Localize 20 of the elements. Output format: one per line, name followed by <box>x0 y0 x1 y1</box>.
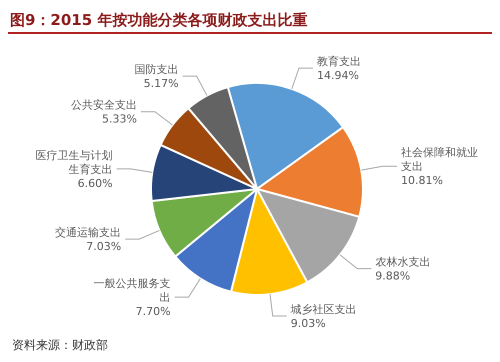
text: 资料来源：财政部 <box>12 337 108 354</box>
data-label: 5.17% <box>144 77 179 90</box>
data-label: 9.03% <box>290 317 326 330</box>
data-label: 14.94% <box>317 69 359 82</box>
data-label: 10.81% <box>400 174 443 188</box>
slice-label: 社会保障和就业支出 <box>400 146 478 174</box>
slice-label: 城乡社区支出 <box>290 303 357 316</box>
slice-label: 一般公共服务支出 <box>94 277 171 304</box>
data-label: 6.60% <box>78 176 113 190</box>
data-label: 5.33% <box>102 112 137 126</box>
slice-label: 国防支出 <box>134 63 179 76</box>
chart-title: 图9：2015 年按功能分类各项财政支出比重 <box>8 8 492 34</box>
slice-label: 交通运输支出 <box>55 226 122 240</box>
slice-label: 医疗卫生与计划生育支出 <box>36 148 113 176</box>
data-label: 7.03% <box>86 240 122 254</box>
data-label: 7.70% <box>136 305 171 318</box>
data-label: 9.88% <box>375 270 410 283</box>
slice-label: 教育支出 <box>317 55 362 68</box>
slice-label: 农林水支出 <box>375 256 430 269</box>
slice-label: 公共安全支出 <box>70 98 137 112</box>
